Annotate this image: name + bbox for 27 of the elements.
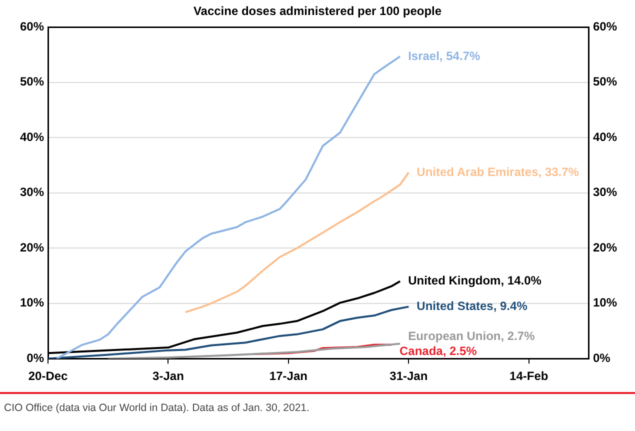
- x-tick-label: 3-Jan: [152, 369, 184, 384]
- x-tick-label: 14-Feb: [510, 369, 548, 384]
- y2-tick-label: 10%: [592, 296, 618, 310]
- x-tick-label: 17-Jan: [269, 369, 308, 384]
- text: United Kingdom, 14.0%: [408, 274, 542, 288]
- chart-title: Vaccine doses administered per 100 people: [192, 4, 443, 18]
- x-tick-label: 31-Jan: [390, 369, 428, 384]
- y-tick-label: 20%: [20, 240, 44, 254]
- y2-tick-label: 20%: [592, 240, 618, 254]
- text: Canada, 2.5%: [399, 344, 477, 358]
- y-tick-label: 30%: [20, 185, 44, 200]
- y-tick-label: 60%: [20, 20, 44, 34]
- text: Israel, 54.7%: [408, 48, 480, 63]
- text: United States, 9.4%: [416, 298, 528, 313]
- y-tick-label: 50%: [20, 74, 44, 89]
- text: CIO Office (data via Our World in Data). Data as of Jan. 30, 2021.: [4, 402, 310, 414]
- y-tick-label: 10%: [20, 296, 44, 310]
- y2-tick-label: 50%: [592, 74, 618, 89]
- x-tick-label: 20-Dec: [28, 369, 68, 384]
- y2-tick-label: 60%: [592, 20, 618, 34]
- y2-tick-label: 30%: [592, 185, 618, 200]
- y-tick-label: 0%: [26, 350, 44, 365]
- y2-tick-label: 0%: [592, 350, 611, 365]
- text: European Union, 2.7%: [408, 329, 535, 344]
- y-tick-label: 40%: [20, 130, 44, 144]
- text: United Arab Emirates, 33.7%: [416, 164, 579, 179]
- y2-tick-label: 40%: [592, 130, 618, 144]
